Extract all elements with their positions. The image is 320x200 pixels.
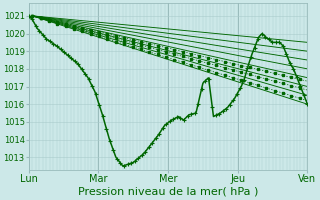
X-axis label: Pression niveau de la mer( hPa ): Pression niveau de la mer( hPa ) [78, 187, 258, 197]
